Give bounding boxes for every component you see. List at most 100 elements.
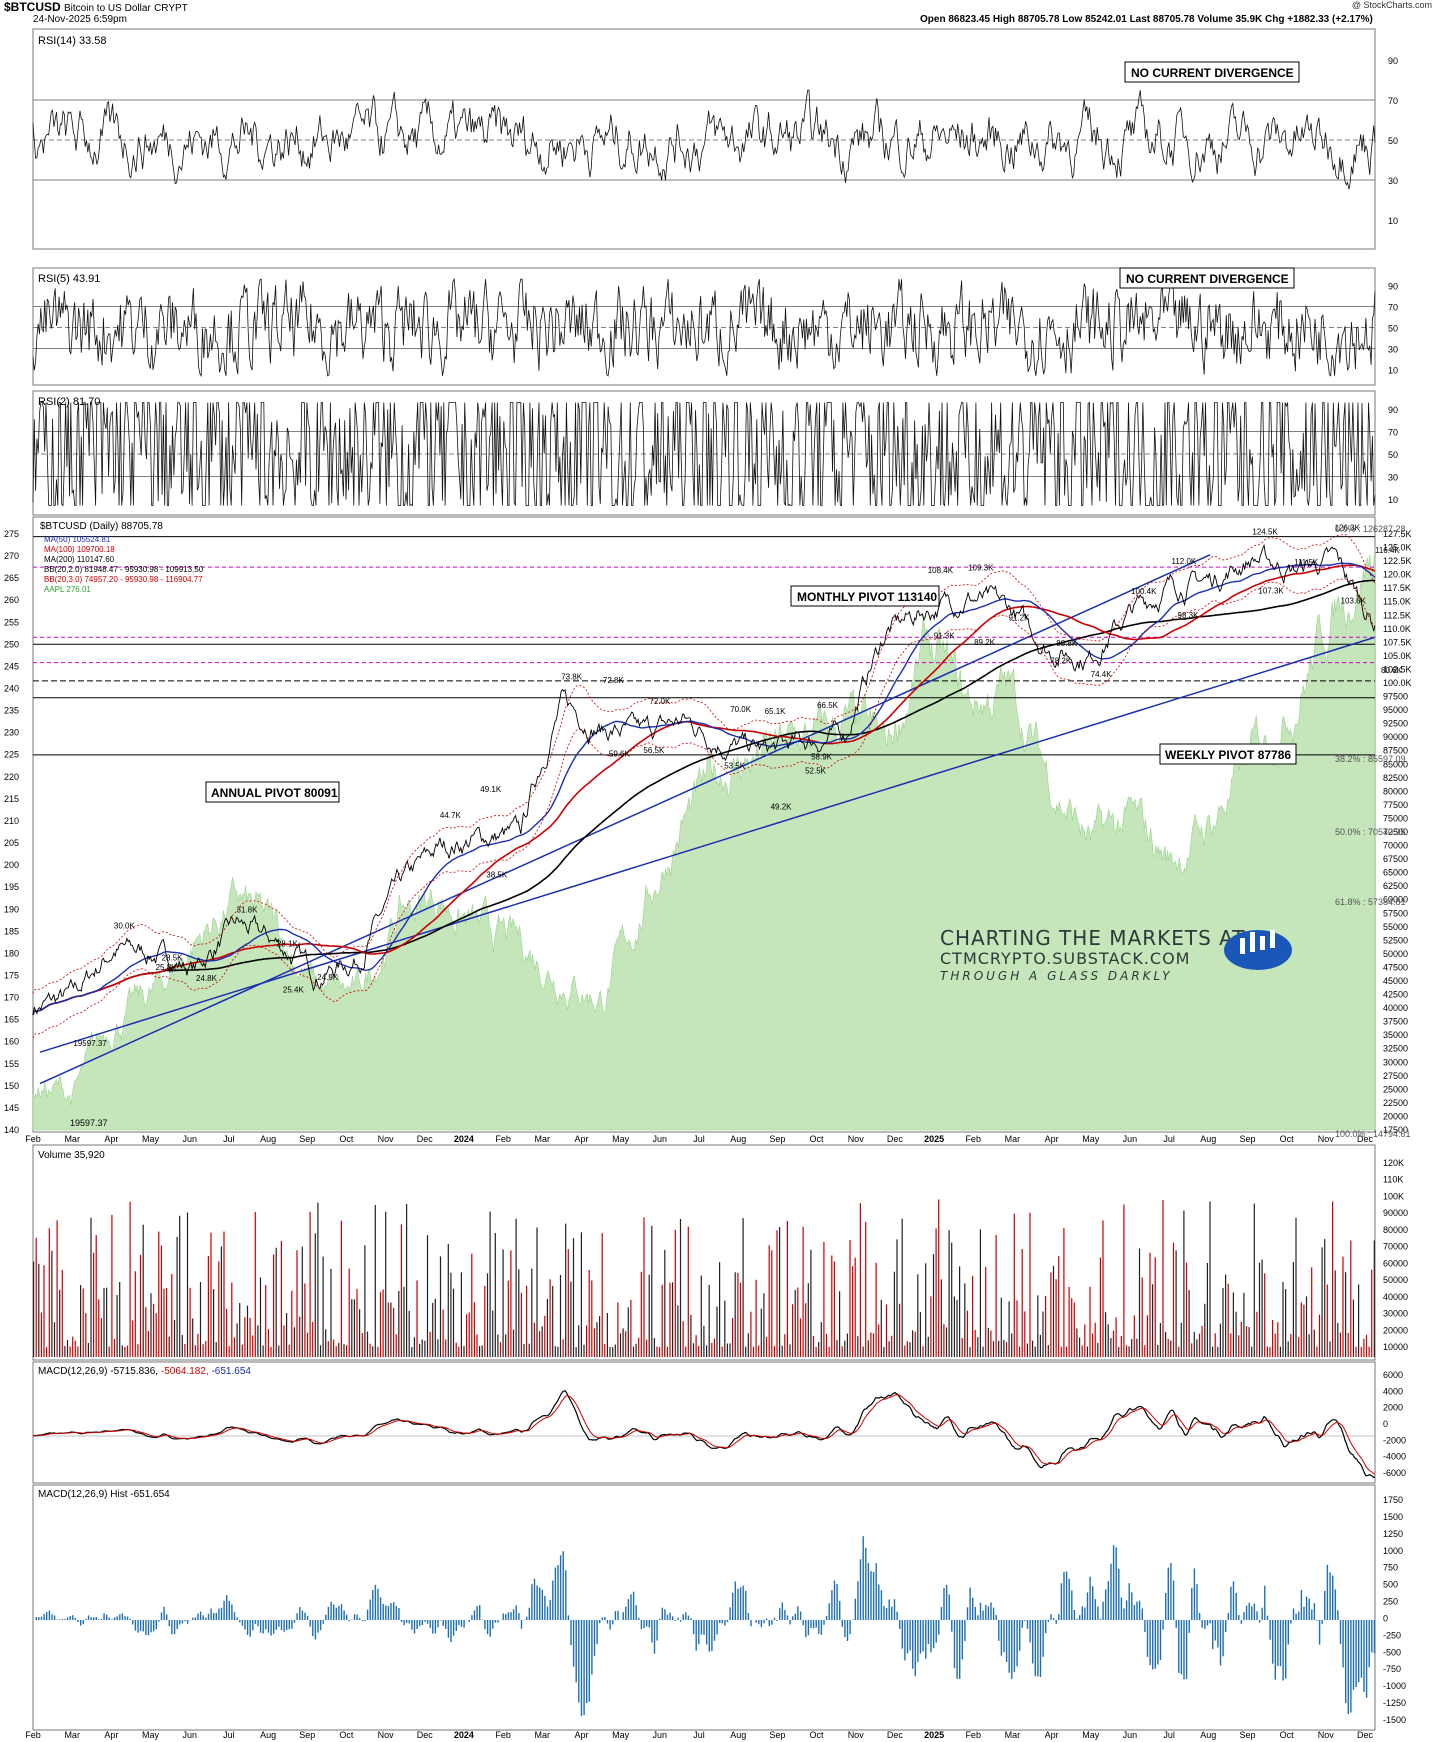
volume-bar — [330, 1268, 332, 1357]
volume-tick: 110K — [1383, 1175, 1403, 1185]
hist-bar — [512, 1609, 515, 1620]
hist-bar — [773, 1617, 776, 1620]
hist-bar — [526, 1616, 528, 1620]
volume-bar — [734, 1272, 736, 1357]
x-axis-label: Jun — [182, 1730, 197, 1740]
x-axis-label: Oct — [339, 1134, 354, 1144]
hist-bar — [518, 1613, 520, 1620]
rsi2-label: RSI(2) 81.70 — [38, 396, 100, 408]
volume-bar — [849, 1240, 851, 1357]
price-right-tick: 92500 — [1383, 719, 1408, 729]
volume-bar — [390, 1302, 392, 1357]
x-axis-label: Feb — [965, 1730, 981, 1740]
hist-bar — [1180, 1620, 1183, 1675]
hist-bar — [1329, 1572, 1331, 1620]
price-left-tick: 195 — [4, 882, 19, 892]
chart-date: 24-Nov-2025 6:59pm — [33, 14, 127, 25]
price-point-label: 30.0K — [114, 921, 136, 930]
volume-bar — [599, 1316, 601, 1357]
price-right-tick: 107.5K — [1383, 637, 1412, 647]
x-axis-label: May — [1082, 1730, 1100, 1740]
volume-bar — [95, 1235, 97, 1357]
volume-bar — [943, 1324, 945, 1357]
volume-bar — [679, 1219, 682, 1357]
volume-bar — [1003, 1339, 1005, 1357]
hist-tick: 1500 — [1383, 1512, 1403, 1522]
hist-bar — [567, 1615, 570, 1620]
volume-bar — [1230, 1333, 1232, 1357]
volume-bar — [810, 1249, 812, 1357]
x-axis-label: Mar — [1005, 1134, 1021, 1144]
hist-bar — [356, 1614, 358, 1620]
volume-bar — [1079, 1337, 1081, 1357]
hist-bar — [1055, 1620, 1057, 1624]
hist-bar — [43, 1613, 45, 1620]
x-axis-label: Jul — [693, 1134, 705, 1144]
volume-bar — [421, 1339, 423, 1357]
volume-bar — [426, 1235, 429, 1357]
macd-hist-label: MACD(12,26,9) Hist -651.654 — [38, 1489, 170, 1500]
volume-bar — [552, 1286, 554, 1357]
hist-bar — [74, 1617, 77, 1620]
rsi2-tick: 90 — [1388, 405, 1398, 415]
volume-bar — [656, 1346, 658, 1357]
volume-bar — [1232, 1292, 1234, 1357]
volume-bar — [1251, 1346, 1253, 1357]
hist-bar — [1298, 1611, 1300, 1620]
volume-bar — [1047, 1345, 1049, 1357]
hist-bar — [192, 1617, 194, 1620]
hist-bar — [171, 1620, 173, 1635]
hist-bar — [1232, 1581, 1235, 1620]
hist-bar — [1240, 1620, 1243, 1624]
price-point-label: 25.4K — [283, 985, 305, 994]
hist-bar — [173, 1620, 176, 1635]
hist-bar — [413, 1620, 416, 1634]
volume-bar — [1097, 1343, 1099, 1357]
volume-bar — [499, 1342, 502, 1357]
hist-bar — [1360, 1620, 1363, 1678]
hist-bar — [531, 1584, 533, 1620]
hist-bar — [891, 1606, 893, 1620]
volume-bar — [434, 1298, 436, 1357]
fib-50-label: 50.0% : 70540.95 — [1335, 827, 1406, 837]
hist-bar — [56, 1619, 58, 1620]
volume-bar — [737, 1272, 739, 1357]
hist-bar — [925, 1620, 927, 1659]
hist-bar — [1165, 1593, 1167, 1620]
volume-bar — [1222, 1287, 1224, 1357]
hist-bar — [883, 1606, 885, 1620]
volume-bar — [471, 1253, 473, 1357]
hist-bar — [484, 1620, 486, 1630]
hist-bar — [299, 1607, 301, 1620]
volume-bar — [325, 1329, 327, 1357]
hist-bar — [792, 1616, 794, 1620]
x-axis-label: Aug — [260, 1134, 276, 1144]
price-left-tick: 170 — [4, 993, 19, 1003]
hist-bar — [1282, 1620, 1284, 1681]
macd-tick: 0 — [1383, 1419, 1388, 1429]
hist-bar — [317, 1620, 319, 1633]
bb-lower-line — [32, 578, 1376, 1039]
volume-bar — [184, 1344, 186, 1357]
x-axis-label: May — [612, 1134, 630, 1144]
rsi14-tick: 50 — [1388, 136, 1398, 146]
volume-bar — [786, 1220, 788, 1357]
volume-bar — [700, 1275, 702, 1357]
hist-bar — [588, 1620, 590, 1702]
hist-bar — [103, 1613, 105, 1620]
hist-bar — [1225, 1620, 1227, 1633]
volume-bar — [773, 1346, 775, 1357]
volume-bar — [578, 1325, 580, 1357]
hist-bar — [330, 1601, 332, 1620]
hist-bar — [207, 1613, 210, 1620]
volume-bar — [932, 1254, 935, 1357]
volume-bar — [1363, 1338, 1365, 1357]
volume-bar — [912, 1330, 914, 1357]
hist-bar — [990, 1602, 992, 1620]
volume-tick: 30000 — [1383, 1309, 1408, 1319]
volume-bar — [1060, 1346, 1062, 1357]
volume-bar — [763, 1293, 765, 1357]
hist-bar — [1149, 1620, 1151, 1666]
volume-bar — [494, 1233, 496, 1357]
hist-bar — [927, 1620, 930, 1644]
